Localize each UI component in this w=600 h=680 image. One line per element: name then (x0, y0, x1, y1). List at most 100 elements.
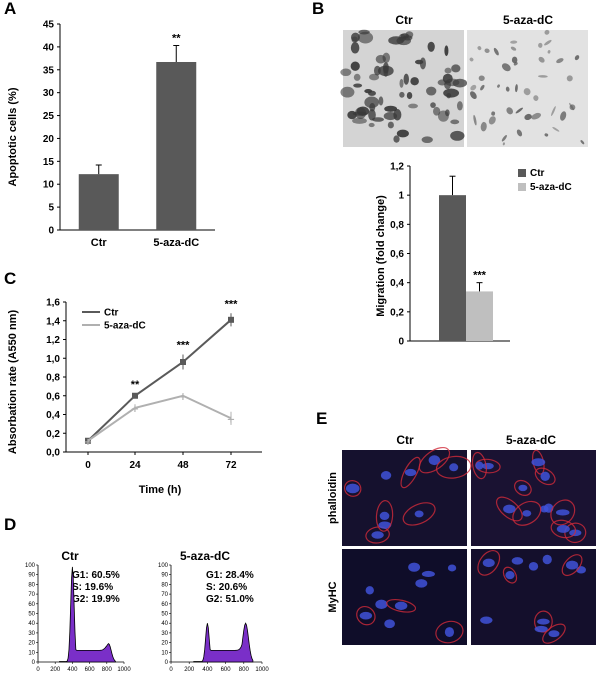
micrograph-b-ctr-cell (355, 107, 367, 119)
micrograph-e-aza-label: 5-aza-dC (506, 433, 556, 447)
chart-c: Absorbation rate (A550 nm) Time (h) 0,0 0… (7, 298, 262, 496)
micrographs-e: Ctr 5-aza-dC phalloidin MyHC (327, 433, 596, 645)
histogram-ytick-label: 30 (161, 631, 168, 637)
histogram-ytick-label: 90 (28, 573, 35, 579)
micrograph-b-ctr-cell (368, 122, 375, 128)
micrograph-b-ctr-cell (350, 61, 360, 71)
chart-b-legend-swatch (518, 183, 526, 191)
chart-a-bar (156, 61, 197, 230)
micrograph-b-ctr-cell (384, 105, 398, 112)
histogram-xtick-label: 600 (221, 667, 232, 673)
micrograph-b-aza-cell (551, 106, 556, 117)
histogram-xtick-label: 400 (67, 667, 78, 673)
chart-b-ylabel: Migration (fold change) (375, 195, 387, 317)
micrograph-b-aza-cell (510, 46, 517, 51)
chart-c-ytick-label: 0,2 (46, 429, 60, 440)
micrograph-b-ctr-cell (426, 86, 437, 96)
micrograph-b-aza-cell (544, 29, 550, 35)
micrograph-b-ctr-cell (352, 117, 367, 124)
micrograph-b-aza-cell (538, 56, 545, 63)
panel-letter-e: E (316, 409, 327, 428)
histogram-xtick-label: 600 (85, 667, 96, 673)
micrograph-e-cytoskeleton (418, 446, 451, 474)
histogram-ytick-label: 70 (161, 592, 168, 598)
micrograph-b-aza-cell (477, 46, 482, 51)
micrograph-b-ctr-cell (421, 136, 433, 144)
chart-c-point (228, 316, 234, 323)
micrograph-b-aza-cell (484, 48, 490, 54)
micrograph-e-nucleus (475, 461, 484, 470)
histogram-ytick-label: 0 (32, 660, 36, 666)
micrograph-b-aza-cell (501, 135, 507, 142)
chart-b-bar (439, 195, 466, 341)
micrograph-e-nucleus (414, 510, 424, 518)
chart-b-ytick-label: 1 (398, 191, 404, 202)
micrograph-e-nucleus (548, 630, 560, 638)
chart-c-ytick-label: 1,0 (46, 354, 60, 365)
micrograph-b-aza-cell (470, 91, 477, 99)
histogram-ctr-stat-g1: G1: 60.5% (72, 570, 120, 581)
histogram-ytick-label: 40 (28, 621, 35, 627)
histogram-xtick-label: 1000 (255, 667, 269, 673)
chart-c-point (132, 392, 138, 399)
micrograph-b-aza-cell (531, 112, 542, 120)
histogram-ytick-label: 100 (158, 563, 169, 569)
micrographs-b: Ctr 5-aza-dC (340, 13, 588, 147)
chart-c-significance-label: *** (225, 298, 239, 310)
chart-c-xtick-label: 48 (177, 460, 189, 471)
panel-letter-b: B (312, 0, 324, 18)
chart-c-point: + (131, 404, 139, 415)
micrograph-b-ctr-cell (450, 119, 460, 125)
micrograph-b-aza-cell (493, 47, 499, 56)
micrograph-b-aza-cell (580, 140, 585, 145)
chart-c-significance-label: *** (177, 340, 191, 352)
micrograph-b-ctr-cells (340, 29, 468, 144)
micrograph-e-nucleus (518, 484, 528, 492)
chart-c-ytick-label: 1,2 (46, 335, 60, 346)
chart-c-significance-label: ** (131, 379, 140, 391)
micrograph-b-aza-cell (516, 129, 523, 137)
chart-c-ytick-label: 1,4 (46, 316, 60, 327)
micrograph-e-nucleus (394, 601, 408, 611)
micrograph-b-ctr-cell (414, 59, 424, 65)
micrograph-b-aza-cell (560, 111, 567, 121)
micrograph-e-cytoskeleton (514, 479, 532, 496)
micrograph-e-nucleus (556, 525, 570, 533)
micrograph-e-cytoskeleton (561, 554, 583, 577)
histogram-ytick-label: 10 (161, 650, 168, 656)
micrograph-b-aza-cell (506, 107, 514, 115)
micrograph-e-cytoskeleton (343, 480, 362, 497)
micrograph-b-aza-cell (569, 102, 574, 111)
chart-c-point: + (84, 437, 92, 448)
micrograph-b-ctr-cell (445, 78, 460, 87)
chart-b-legend-label: Ctr (530, 168, 545, 179)
micrograph-e-nucleus (408, 562, 421, 572)
micrograph-e-nucleus (482, 558, 495, 568)
micrograph-e-nucleus (404, 468, 417, 477)
micrograph-b-ctr-cell (403, 73, 409, 85)
micrograph-b-ctr-cell (353, 83, 363, 88)
micrograph-b-ctr-cell (353, 73, 361, 81)
micrograph-e-cytoskeleton (435, 620, 464, 644)
micrograph-b-aza-cell (497, 84, 500, 88)
histogram-aza-stat-g2: G2: 51.0% (206, 594, 254, 605)
micrograph-e-nucleus (540, 505, 549, 513)
histogram-area (59, 566, 116, 663)
chart-c-ytick-label: 0,4 (46, 410, 60, 421)
histogram-xtick-label: 0 (169, 667, 173, 673)
micrograph-b-aza-cell (469, 57, 474, 62)
panel-letter-d: D (4, 515, 16, 534)
histogram-area (193, 622, 254, 663)
micrograph-b-ctr-cell (396, 129, 409, 138)
chart-a-bar (78, 174, 119, 230)
histogram-ytick-label: 10 (28, 650, 35, 656)
chart-c-ytick-label: 0,0 (46, 448, 60, 459)
histogram-xtick-label: 800 (102, 667, 113, 673)
micrograph-e-cytoskeleton (512, 500, 542, 526)
micrograph-b-ctr-cell (399, 78, 404, 88)
histogram-xtick-label: 400 (202, 667, 213, 673)
micrograph-b-aza-cell (505, 86, 510, 92)
histogram-ctr-stat-s: S: 19.6% (72, 582, 113, 593)
chart-c-point (180, 359, 186, 365)
histogram-xtick-label: 200 (184, 667, 195, 673)
